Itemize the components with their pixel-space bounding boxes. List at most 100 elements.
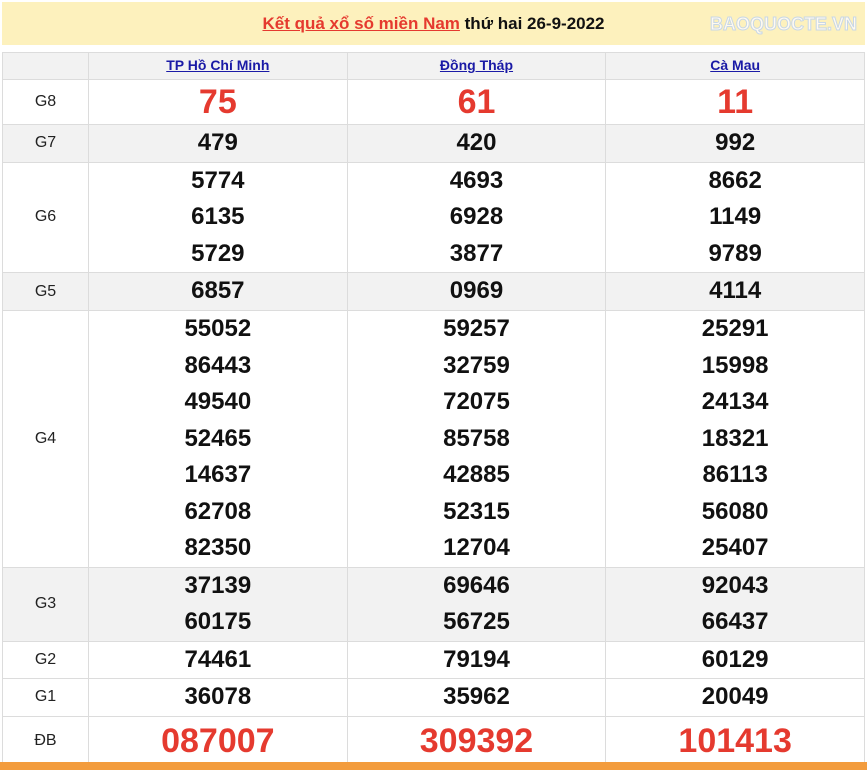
prize-number: 992 bbox=[715, 129, 756, 156]
corner-cell bbox=[2, 52, 89, 80]
prize-number: 49540 bbox=[184, 388, 252, 415]
province-link[interactable]: Đồng Tháp bbox=[439, 57, 514, 73]
prize-cell: 59257 32759 72075 85758 42885 52315 12704 bbox=[346, 310, 607, 568]
prize-row-g8: G8 75 61 11 bbox=[2, 79, 865, 125]
prize-number: 12704 bbox=[443, 534, 510, 561]
prize-number: 61 bbox=[457, 83, 496, 121]
prize-number: 0969 bbox=[449, 277, 504, 305]
prize-number: 6857 bbox=[191, 277, 245, 305]
prize-row-g7: G7 479 420 992 bbox=[2, 124, 865, 163]
prize-number: 20049 bbox=[701, 683, 769, 710]
prize-number: 85758 bbox=[443, 424, 510, 452]
prize-label: G3 bbox=[2, 566, 89, 642]
prize-cell: 101413 bbox=[605, 715, 865, 767]
prize-number: 60175 bbox=[184, 608, 252, 635]
prize-cell: 60129 bbox=[605, 640, 865, 679]
prize-number: 69646 bbox=[443, 571, 510, 599]
prize-number: 79194 bbox=[443, 645, 510, 673]
province-header: Cà Mau bbox=[605, 52, 865, 80]
prize-cell: 35962 bbox=[346, 678, 607, 717]
prize-number: 75 bbox=[198, 83, 237, 121]
prize-cell: 992 bbox=[605, 124, 865, 163]
prize-number: 59257 bbox=[443, 315, 510, 342]
province-header: TP Hồ Chí Minh bbox=[88, 52, 348, 80]
prize-row-g5: G5 6857 0969 4114 bbox=[2, 272, 865, 311]
prize-number: 11 bbox=[717, 83, 754, 121]
results-date: thứ hai 26-9-2022 bbox=[459, 14, 605, 33]
prize-cell: 8662 1149 9789 bbox=[605, 161, 865, 273]
prize-label: G1 bbox=[2, 678, 89, 717]
prize-label: G4 bbox=[2, 310, 89, 568]
prize-cell: 75 bbox=[88, 79, 348, 125]
prize-number: 5774 bbox=[191, 166, 245, 194]
prize-number: 52465 bbox=[184, 424, 252, 452]
prize-label: G6 bbox=[2, 161, 89, 273]
results-table: TP Hồ Chí Minh Đồng Tháp Cà Mau G8 75 61 11… bbox=[2, 52, 865, 767]
prize-cell: 79194 bbox=[346, 640, 607, 679]
prize-cell: 61 bbox=[346, 79, 607, 125]
prize-number: 35962 bbox=[443, 683, 510, 710]
prize-number: 60129 bbox=[701, 645, 769, 673]
results-title: Kết quả xổ số miền Nam thứ hai 26-9-2022… bbox=[2, 2, 865, 45]
prize-number: 6928 bbox=[449, 203, 504, 230]
prize-cell: 55052 86443 49540 52465 14637 62708 82350 bbox=[88, 310, 348, 568]
prize-row-g6: G6 5774 6135 5729 4693 6928 3877 8662 1149 9789 bbox=[2, 161, 865, 273]
prize-cell: 4693 6928 3877 bbox=[346, 161, 607, 273]
prize-cell: 69646 56725 bbox=[346, 566, 607, 642]
prize-label: G8 bbox=[2, 79, 89, 125]
prize-number: 56725 bbox=[443, 608, 510, 635]
prize-cell: 420 bbox=[346, 124, 607, 163]
prize-number: 18321 bbox=[701, 424, 769, 452]
province-header-row: TP Hồ Chí Minh Đồng Tháp Cà Mau bbox=[2, 52, 865, 80]
prize-number: 24134 bbox=[701, 388, 769, 415]
prize-number: 92043 bbox=[701, 571, 769, 599]
prize-number: 55052 bbox=[184, 315, 252, 342]
prize-number: 4114 bbox=[709, 277, 762, 305]
prize-cell: 5774 6135 5729 bbox=[88, 161, 348, 273]
prize-label: G7 bbox=[2, 124, 89, 163]
prize-number: 86443 bbox=[184, 351, 252, 379]
prize-number: 087007 bbox=[161, 722, 275, 760]
prize-number: 74461 bbox=[184, 645, 252, 673]
prize-cell: 4114 bbox=[605, 272, 865, 311]
prize-number: 72075 bbox=[443, 388, 510, 415]
province-link[interactable]: TP Hồ Chí Minh bbox=[166, 57, 270, 73]
prize-number: 25291 bbox=[701, 315, 769, 342]
prize-cell: 74461 bbox=[88, 640, 348, 679]
watermark-logo: BAOQUOCTE.VN bbox=[709, 14, 857, 35]
prize-number: 56080 bbox=[701, 497, 769, 525]
prize-number: 1149 bbox=[709, 203, 762, 230]
prize-row-g4: G4 55052 86443 49540 52465 14637 62708 82350 592… bbox=[2, 310, 865, 568]
prize-number: 82350 bbox=[184, 534, 252, 561]
province-link[interactable]: Cà Mau bbox=[710, 57, 761, 73]
prize-cell: 11 bbox=[605, 79, 865, 125]
prize-number: 9789 bbox=[708, 239, 762, 267]
prize-row-g1: G1 36078 35962 20049 bbox=[2, 678, 865, 717]
prize-label: G2 bbox=[2, 640, 89, 679]
prize-number: 6135 bbox=[191, 203, 245, 230]
prize-number: 42885 bbox=[443, 461, 510, 488]
prize-cell: 6857 bbox=[88, 272, 348, 311]
prize-number: 32759 bbox=[443, 351, 510, 379]
prize-cell: 087007 bbox=[88, 715, 348, 767]
prize-number: 62708 bbox=[184, 497, 252, 525]
prize-number: 8662 bbox=[708, 166, 762, 194]
results-title-link[interactable]: Kết quả xổ số miền Nam bbox=[262, 14, 460, 33]
prize-cell: 25291 15998 24134 18321 86113 56080 25407 bbox=[605, 310, 865, 568]
prize-cell: 92043 66437 bbox=[605, 566, 865, 642]
prize-cell: 0969 bbox=[346, 272, 607, 311]
prize-number: 101413 bbox=[678, 722, 792, 760]
prize-label: G5 bbox=[2, 272, 89, 311]
prize-number: 14637 bbox=[184, 461, 252, 488]
prize-number: 25407 bbox=[701, 534, 769, 561]
prize-number: 3877 bbox=[449, 239, 504, 267]
prize-number: 420 bbox=[456, 129, 497, 156]
footer-bar bbox=[0, 762, 867, 770]
prize-label: ĐB bbox=[2, 715, 89, 767]
prize-cell: 20049 bbox=[605, 678, 865, 717]
prize-cell: 309392 bbox=[346, 715, 607, 767]
prize-row-g3: G3 37139 60175 69646 56725 92043 66437 bbox=[2, 566, 865, 642]
prize-number: 479 bbox=[197, 129, 238, 156]
prize-number: 36078 bbox=[184, 683, 252, 710]
prize-cell: 479 bbox=[88, 124, 348, 163]
